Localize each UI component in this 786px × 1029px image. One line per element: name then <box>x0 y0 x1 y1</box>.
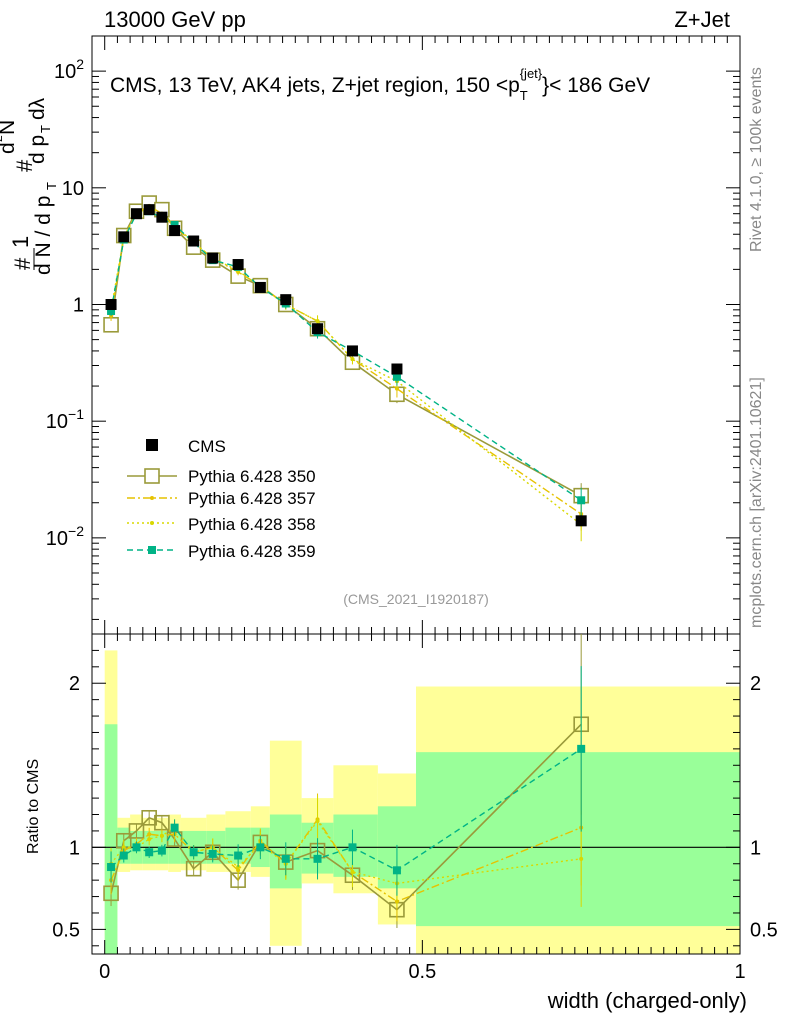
analysis-reference: (CMS_2021_I1920187) <box>343 591 489 607</box>
y-tick-label-ratio-right: 1 <box>750 837 761 859</box>
main-axis-ticks: 10−2 10−1 1 10 102 <box>46 35 741 634</box>
ratio-point-359 <box>119 851 128 860</box>
ratio-point-358 <box>579 856 584 861</box>
point-cms <box>232 259 244 271</box>
y-tick-label-main: 10−1 <box>46 406 84 433</box>
point-cms <box>105 298 117 310</box>
y-tick-label-ratio-right: 2 <box>750 673 761 695</box>
y-tick-label-ratio: 1 <box>69 837 80 859</box>
svg-text:1: 1 <box>8 236 33 248</box>
ratio-point-350 <box>141 809 157 826</box>
point-358 <box>315 319 320 324</box>
legend-label-350: Pythia 6.428 350 <box>188 467 316 486</box>
legend-label-cms: CMS <box>188 437 226 456</box>
point-358 <box>350 357 355 362</box>
ratio-point-358 <box>315 819 320 824</box>
svg-text:d: d <box>0 142 19 154</box>
point-359 <box>577 496 586 505</box>
point-cms <box>254 281 266 293</box>
ratio-data-marks <box>103 634 589 929</box>
svg-text:T: T <box>38 125 53 133</box>
mcplots-label: mcplots.cern.ch [arXiv:2401.10621] <box>748 377 765 628</box>
ratio-point-359 <box>281 854 290 863</box>
legend-marker-cms <box>146 439 158 451</box>
point-cms <box>118 231 130 243</box>
x-axis-label: width (charged-only) <box>547 988 747 1013</box>
ratio-point-359 <box>348 843 357 852</box>
legend-label-358: Pythia 6.428 358 <box>188 515 316 534</box>
point-cms <box>312 323 324 335</box>
point-cms <box>130 208 142 220</box>
point-cms <box>143 204 155 216</box>
ratio-point-358 <box>121 845 126 850</box>
ratio-point-359 <box>313 854 322 863</box>
header-left: 13000 GeV pp <box>104 7 246 32</box>
ratio-point-358 <box>350 869 355 874</box>
svg-text:d N / d p: d N / d p <box>32 196 55 275</box>
point-cms <box>169 225 181 237</box>
ratio-point-359 <box>132 843 141 852</box>
svg-text:T: T <box>44 182 59 190</box>
point-cms <box>391 363 403 375</box>
svg-text:2: 2 <box>0 135 5 142</box>
ratio-point-350 <box>185 860 202 877</box>
point-359 <box>392 372 401 381</box>
y-tick-label-main: 10 <box>62 178 84 200</box>
svg-text:#: # <box>10 257 35 270</box>
svg-text:d p: d p <box>26 135 49 164</box>
ratio-point-359 <box>577 744 586 753</box>
band-green <box>104 724 118 954</box>
ratio-point-359 <box>107 863 116 872</box>
main-y-axis-label: # 1 d N / d p T # d 2 N d p T dλ <box>0 97 59 275</box>
ratio-point-358 <box>236 865 241 870</box>
band-green <box>416 752 740 927</box>
x-tick-label: 0 <box>99 961 110 983</box>
point-359 <box>170 221 179 230</box>
ratio-point-358 <box>147 837 152 842</box>
ratio-point-359 <box>170 823 179 832</box>
rivet-label: Rivet 4.1.0, ≥ 100k events <box>748 67 765 252</box>
ratio-axis-ticks: 0.5 0.51 12 20 0.5 1 <box>52 634 778 983</box>
line-series-pythia-6.428-350 <box>110 202 582 497</box>
ratio-point-359 <box>208 849 217 858</box>
main-title: CMS, 13 TeV, AK4 jets, Z+jet region, 150… <box>110 66 650 103</box>
ratio-panel-frame <box>91 633 741 955</box>
point-cms <box>207 252 219 264</box>
header-right: Z+Jet <box>674 7 730 32</box>
y-tick-label-main: 1 <box>73 294 84 316</box>
point-359 <box>107 306 116 315</box>
y-tick-label-main: 10−2 <box>46 523 84 550</box>
x-tick-label: 1 <box>734 961 745 983</box>
ratio-point-350 <box>128 823 145 839</box>
legend-label-357: Pythia 6.428 357 <box>188 489 316 508</box>
main-data-marks <box>103 195 589 542</box>
ratio-y-axis-label: Ratio to CMS <box>25 759 42 854</box>
point-cms <box>575 515 587 527</box>
ratio-point-359 <box>189 848 198 857</box>
legend-marker-350 <box>144 468 160 484</box>
ratio-point-359 <box>157 846 166 855</box>
ratio-bands <box>104 650 740 954</box>
ratio-point-358 <box>159 833 164 838</box>
svg-text:N: N <box>0 120 19 135</box>
point-cms <box>346 345 358 357</box>
svg-text:dλ: dλ <box>26 97 49 120</box>
ratio-point-359 <box>234 851 243 860</box>
y-tick-label-ratio: 0.5 <box>52 919 80 941</box>
point-cms <box>188 235 200 247</box>
svg-text:#: # <box>12 159 37 172</box>
legend: CMS Pythia 6.428 350 Pythia 6.428 357 Py… <box>127 437 316 561</box>
ratio-point-359 <box>145 848 154 857</box>
legend-label-359: Pythia 6.428 359 <box>188 542 316 561</box>
point-cms <box>156 211 168 223</box>
ratio-point-359 <box>392 866 401 875</box>
y-tick-label-main: 102 <box>54 56 84 83</box>
ratio-point-359 <box>256 843 265 852</box>
point-cms <box>280 294 292 306</box>
y-tick-label-ratio-right: 0.5 <box>750 919 778 941</box>
y-tick-label-ratio: 2 <box>69 673 80 695</box>
x-tick-label: 0.5 <box>408 961 436 983</box>
